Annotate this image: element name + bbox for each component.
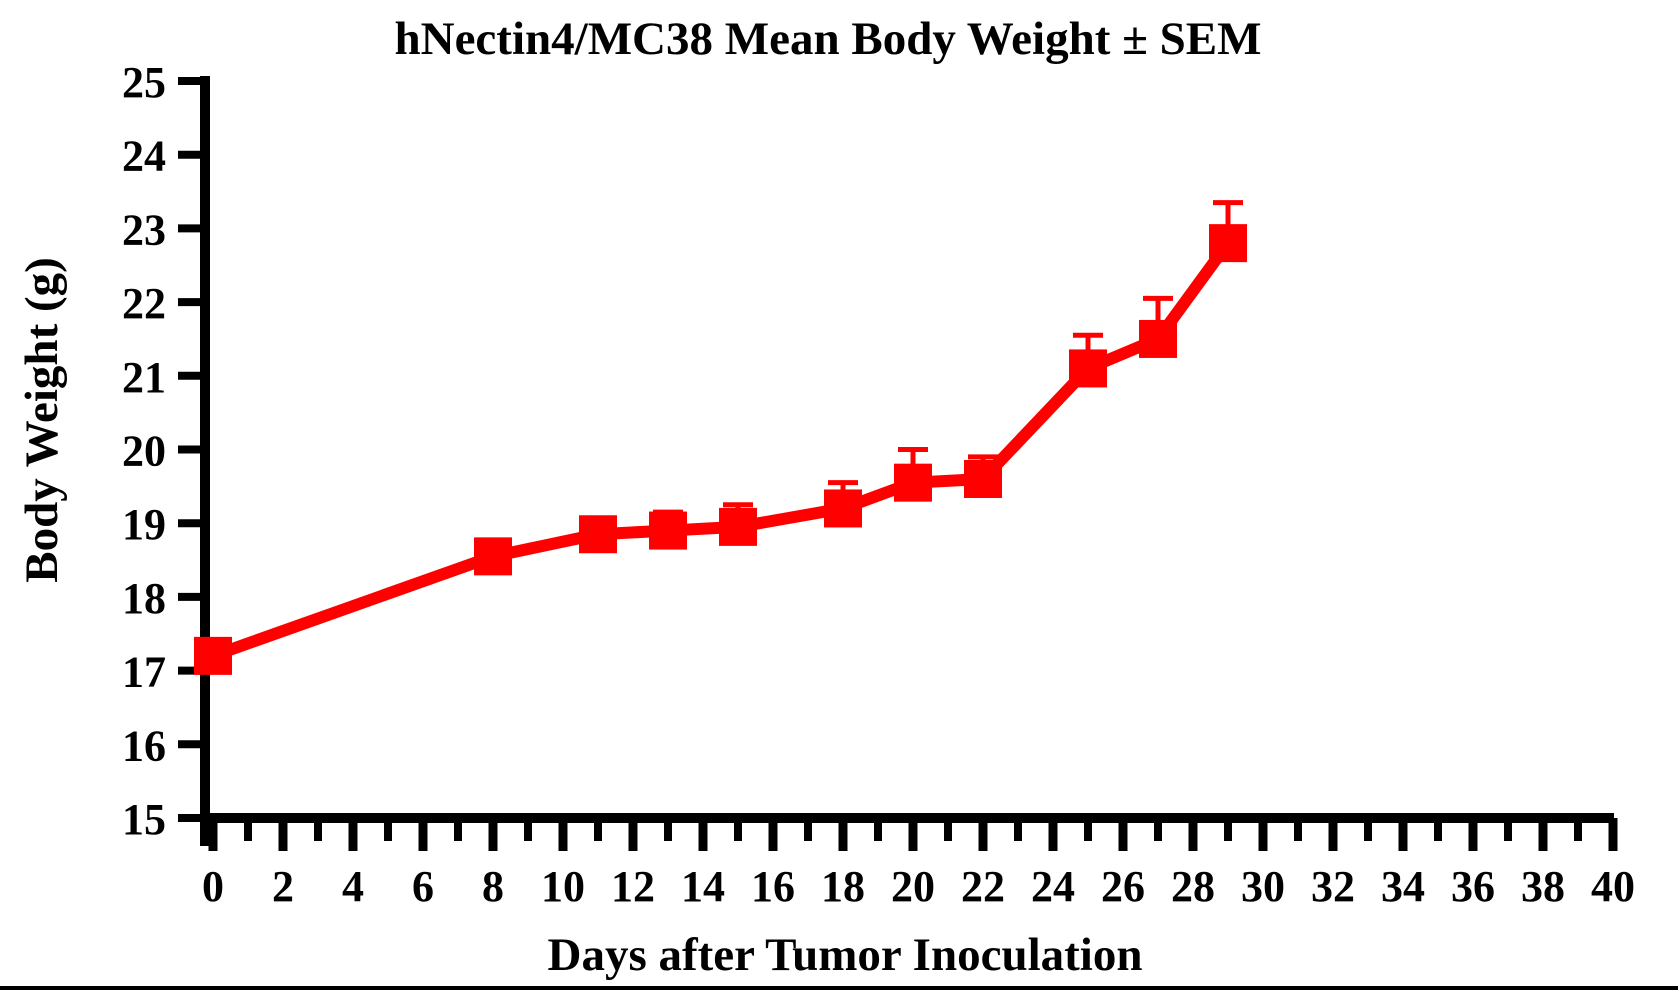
x-tick-label: 0	[202, 862, 224, 911]
x-tick-label: 22	[961, 862, 1005, 911]
y-tick-label: 25	[122, 58, 166, 107]
figure-bottom-rule	[0, 986, 1678, 990]
x-tick-label: 10	[541, 862, 585, 911]
x-tick-label: 28	[1171, 862, 1215, 911]
x-tick-label: 26	[1101, 862, 1145, 911]
y-tick-label: 22	[122, 279, 166, 328]
y-tick-label: 20	[122, 427, 166, 476]
x-tick-label: 34	[1381, 862, 1425, 911]
y-tick-label: 16	[122, 721, 166, 770]
data-point-marker	[1069, 349, 1107, 388]
y-tick-label: 24	[122, 132, 166, 181]
y-tick-label: 21	[122, 353, 166, 402]
x-tick-label: 16	[751, 862, 795, 911]
x-tick-label: 12	[611, 862, 655, 911]
x-tick-label: 6	[412, 862, 434, 911]
x-tick-label: 24	[1031, 862, 1075, 911]
x-tick-label: 18	[821, 862, 865, 911]
x-tick-label: 30	[1241, 862, 1285, 911]
data-point-marker	[474, 537, 512, 576]
y-tick-label: 18	[122, 574, 166, 623]
data-point-marker	[579, 515, 617, 554]
x-axis-title: Days after Tumor Inoculation	[547, 929, 1143, 981]
data-point-marker	[824, 489, 862, 528]
x-tick-label: 8	[482, 862, 504, 911]
data-point-marker	[964, 459, 1002, 498]
x-tick-label: 32	[1311, 862, 1355, 911]
y-tick-label: 19	[122, 500, 166, 549]
x-tick-label: 40	[1591, 862, 1635, 911]
data-point-marker	[649, 511, 687, 550]
x-tick-label: 14	[681, 862, 725, 911]
x-tick-label: 2	[272, 862, 294, 911]
x-tick-label: 38	[1521, 862, 1565, 911]
y-tick-label: 23	[122, 205, 166, 254]
x-tick-label: 20	[891, 862, 935, 911]
data-point-marker	[1139, 319, 1177, 358]
series-line	[210, 239, 1233, 662]
x-tick-label: 4	[342, 862, 364, 911]
data-point-marker	[719, 507, 757, 546]
x-tick-label: 36	[1451, 862, 1495, 911]
y-tick-label: 17	[122, 648, 166, 697]
data-point-marker	[194, 636, 232, 675]
chart-title: hNectin4/MC38 Mean Body Weight ± SEM	[394, 13, 1262, 65]
data-point-marker	[1209, 224, 1247, 263]
data-point-marker	[894, 463, 932, 502]
y-tick-label: 15	[122, 795, 166, 844]
